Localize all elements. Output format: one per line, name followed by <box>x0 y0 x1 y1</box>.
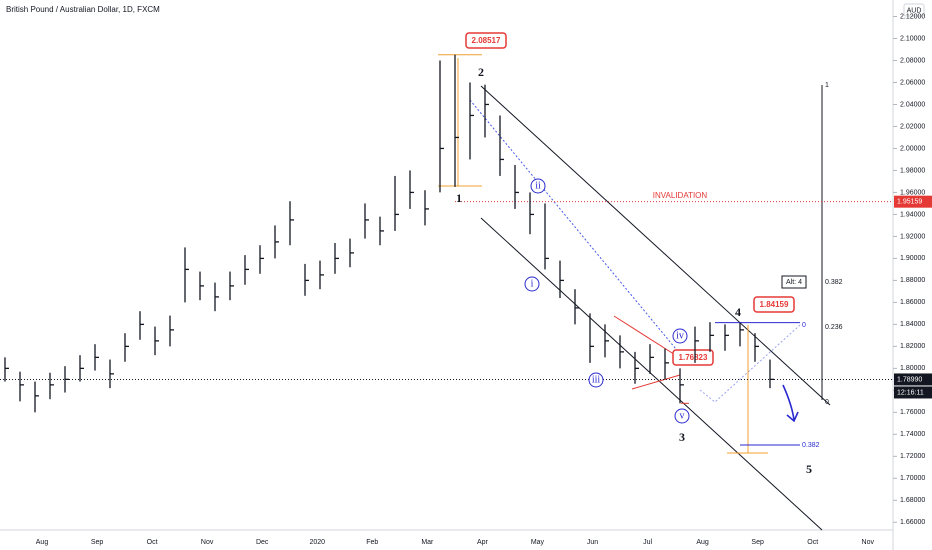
wave-label: 4 <box>735 305 741 319</box>
wave-label: 2 <box>478 65 484 79</box>
x-tick-label: Aug <box>36 539 49 546</box>
y-tick-label: 1.80000 <box>900 365 925 372</box>
y-tick-label: 1.94000 <box>900 211 925 218</box>
x-tick-label: Apr <box>477 539 489 546</box>
minor-wave-circle <box>672 328 688 344</box>
fib-label: 0.236 <box>825 324 843 331</box>
x-tick-label: Sep <box>91 539 104 546</box>
x-tick-label: Mar <box>421 539 434 546</box>
y-tick-label: 2.12000 <box>900 13 925 20</box>
fib-label: 0 <box>825 399 829 406</box>
y-tick-label: 1.70000 <box>900 475 925 482</box>
x-tick-label: 2020 <box>309 539 325 546</box>
y-tick-label: 1.90000 <box>900 255 925 262</box>
price-tag-label: 1.78990 <box>897 376 922 383</box>
countdown-tag <box>894 386 932 399</box>
extension-label: 0 <box>802 322 806 329</box>
dotted-line <box>469 99 686 361</box>
y-tick-label: 1.66000 <box>900 519 925 526</box>
minor-wave-circle <box>524 276 540 292</box>
x-tick-label: Sep <box>751 539 764 546</box>
y-tick-label: 2.02000 <box>900 123 925 130</box>
x-tick-label: Aug <box>696 539 709 546</box>
wedge-line <box>613 315 681 359</box>
x-tick-label: Nov <box>201 539 214 546</box>
callout-label: 1.76823 <box>679 353 708 362</box>
currency-box <box>903 3 925 17</box>
x-tick-label: Oct <box>807 539 818 546</box>
extension-label: 0.382 <box>802 442 820 449</box>
y-tick-label: 1.96000 <box>900 189 925 196</box>
y-tick-label: 1.68000 <box>900 497 925 504</box>
currency: AUD <box>907 7 922 14</box>
y-tick-label: 1.74000 <box>900 431 925 438</box>
arrow <box>782 384 799 423</box>
x-tick-label: Dec <box>256 539 269 546</box>
countdown: 12:16:11 <box>897 389 924 396</box>
wave-label: 1 <box>456 191 462 205</box>
minor-wave-label: i <box>531 278 534 289</box>
wedge-line <box>631 374 681 390</box>
y-tick-label: 2.08000 <box>900 57 925 64</box>
y-tick-label: 2.10000 <box>900 35 925 42</box>
callout-box <box>465 32 507 49</box>
y-tick-label: 1.76000 <box>900 409 925 416</box>
callout-label: 1.84159 <box>760 300 789 309</box>
x-tick-label: Nov <box>862 539 875 546</box>
price-tag <box>894 373 932 386</box>
wave-label: 5 <box>806 462 812 476</box>
x-tick-label: Feb <box>366 539 378 546</box>
y-tick-label: 1.88000 <box>900 277 925 284</box>
y-tick-label: 1.82000 <box>900 343 925 350</box>
alt-box <box>781 275 807 289</box>
x-tick-label: Jul <box>643 539 652 546</box>
y-tick-label: 1.98000 <box>900 167 925 174</box>
callout-box <box>753 296 795 313</box>
invalidation-label: INVALIDATION <box>653 191 708 200</box>
y-tick-label: 2.04000 <box>900 101 925 108</box>
price-tag-label: 1.95159 <box>897 199 922 206</box>
fib-label: 1 <box>825 82 829 89</box>
x-tick-label: Jun <box>587 539 598 546</box>
x-tick-label: May <box>531 539 545 546</box>
minor-wave-label: ii <box>535 180 541 191</box>
minor-wave-circle <box>674 408 690 424</box>
alt-label: Alt: 4 <box>786 279 802 286</box>
y-tick-label: 1.72000 <box>900 453 925 460</box>
channel-upper <box>480 85 831 406</box>
minor-wave-label: v <box>680 410 685 421</box>
wave-label: 3 <box>679 430 685 444</box>
minor-wave-label: iv <box>676 330 684 341</box>
chart-title: British Pound / Australian Dollar, 1D, F… <box>6 5 160 14</box>
fib-label: 0.382 <box>825 279 843 286</box>
price-tag <box>894 195 932 208</box>
x-tick-label: Oct <box>147 539 158 546</box>
y-tick-label: 2.00000 <box>900 145 925 152</box>
minor-wave-circle <box>588 372 604 388</box>
minor-wave-label: iii <box>592 374 601 385</box>
channel-lower <box>480 217 823 531</box>
minor-wave-circle <box>530 178 546 194</box>
callout-label: 2.08517 <box>472 36 501 45</box>
y-tick-label: 1.84000 <box>900 321 925 328</box>
y-tick-label: 1.92000 <box>900 233 925 240</box>
y-tick-label: 2.06000 <box>900 79 925 86</box>
callout-box <box>672 349 714 366</box>
y-tick-label: 1.86000 <box>900 299 925 306</box>
